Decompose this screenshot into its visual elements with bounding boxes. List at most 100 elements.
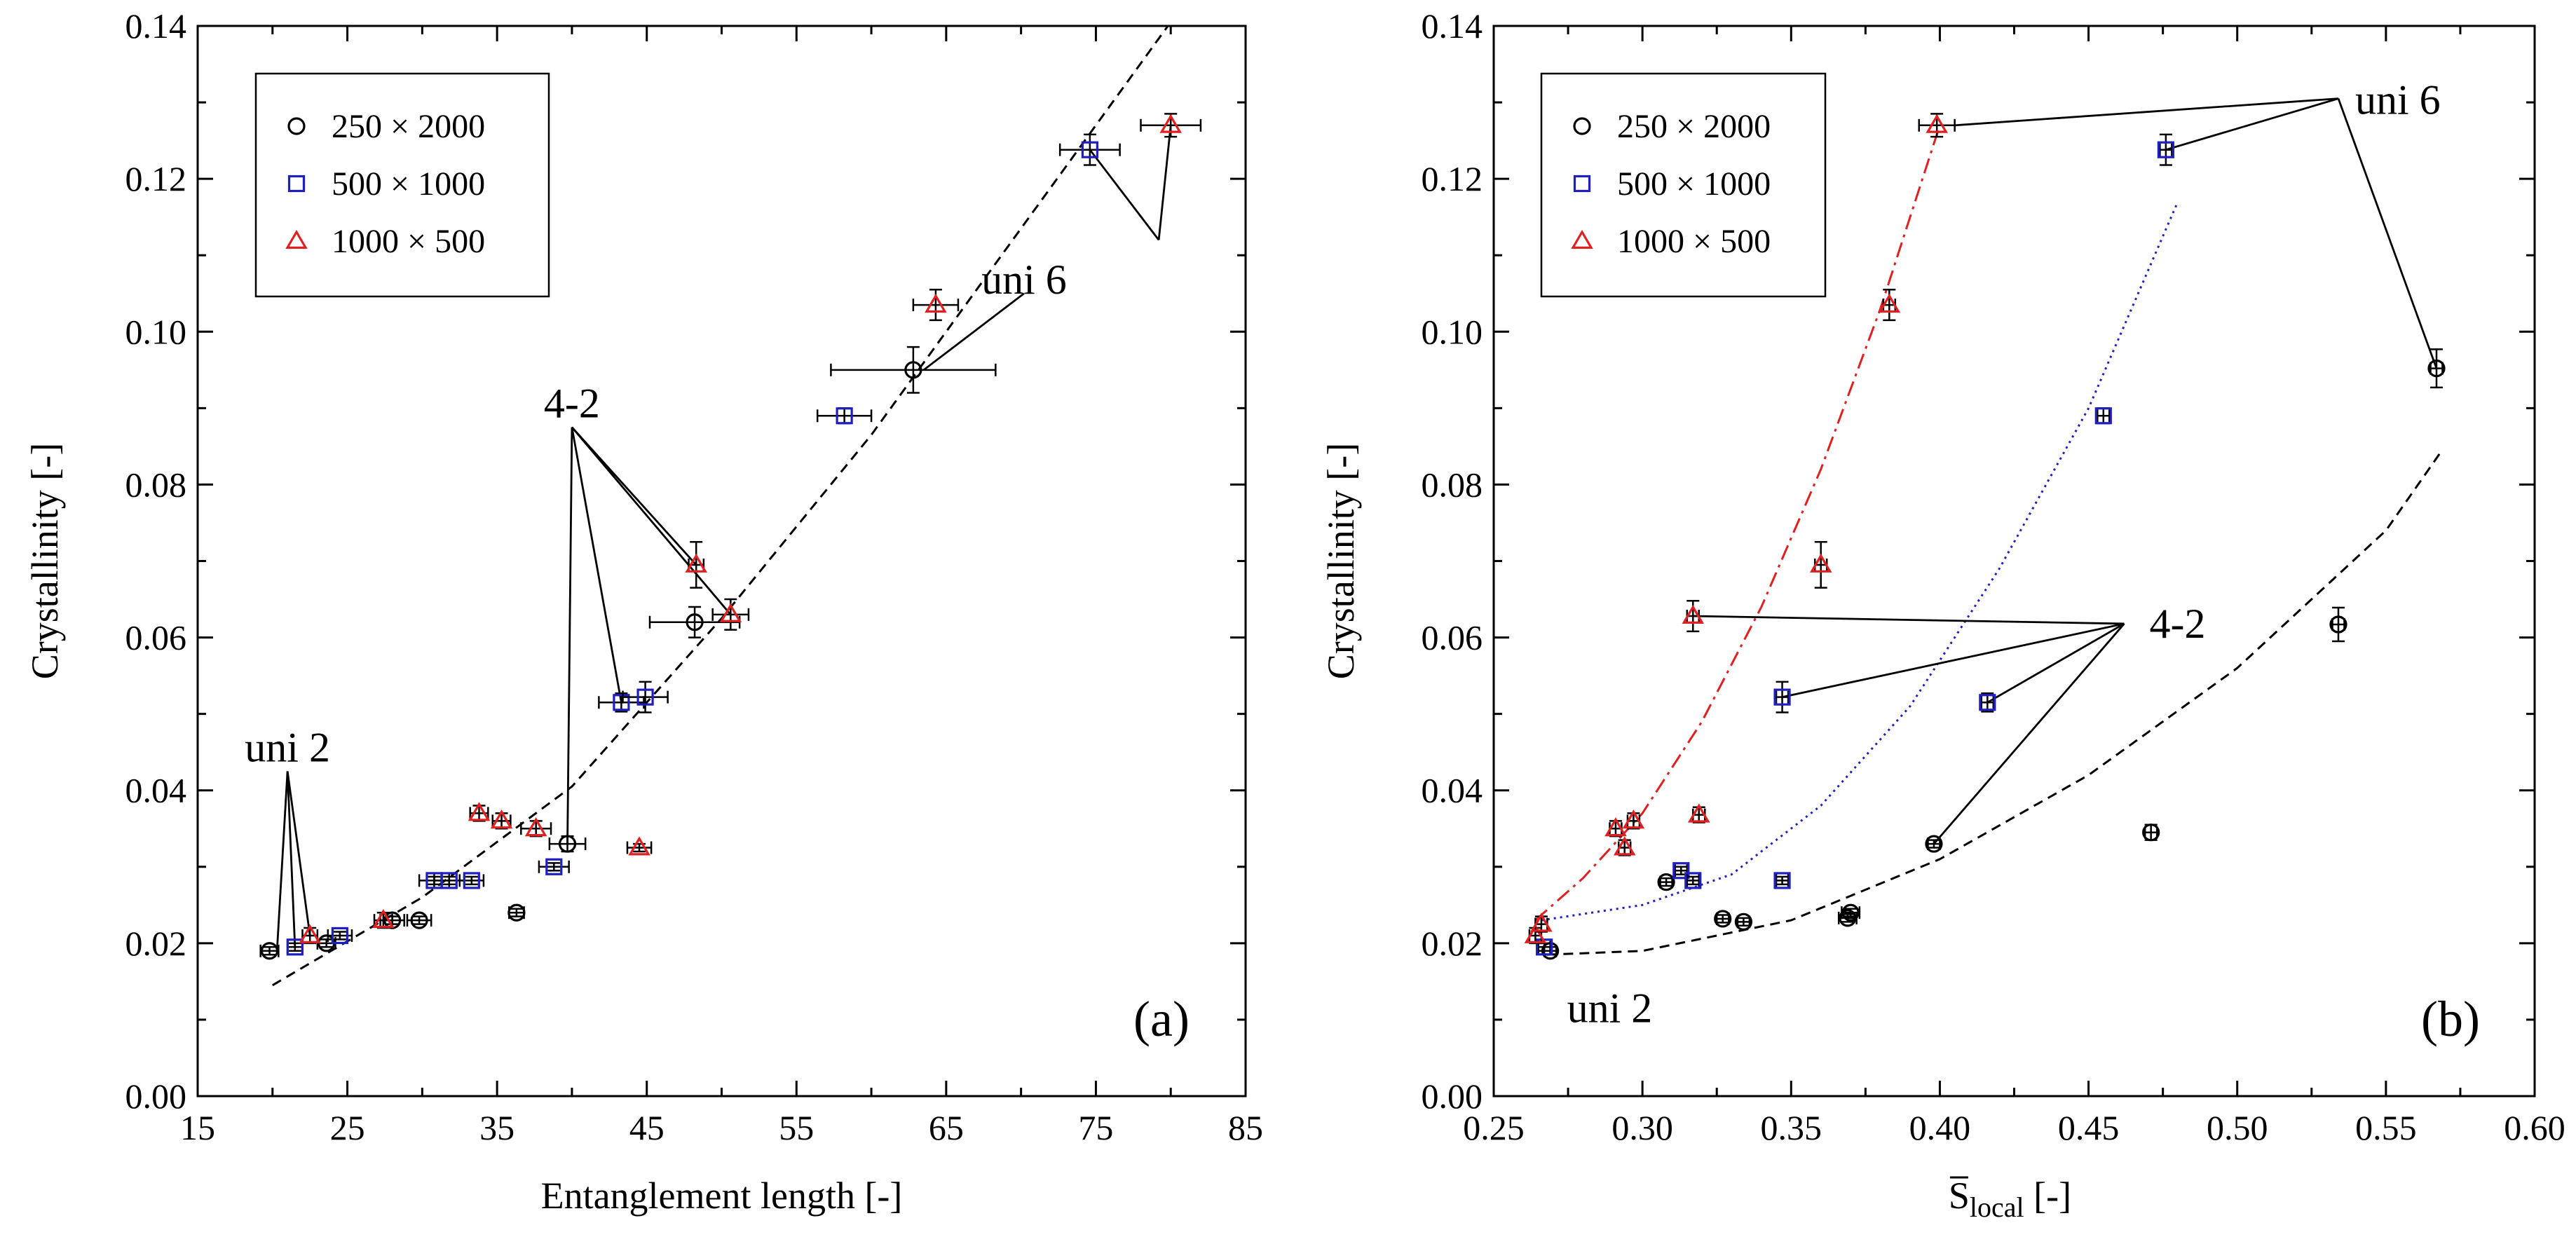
- data-point-square: [636, 688, 654, 706]
- legend-label: 1000 × 500: [332, 223, 485, 260]
- legend-label: 500 × 1000: [332, 165, 485, 203]
- legend-marker-square: [1573, 175, 1591, 193]
- data-point-circle: [904, 361, 922, 379]
- y-tick-label: 0.08: [1422, 465, 1483, 504]
- fit-curve-dashed: [1547, 453, 2441, 956]
- data-point-square: [1684, 872, 1702, 889]
- y-tick-label: 0.14: [1422, 6, 1483, 46]
- y-tick-label: 0.06: [125, 618, 187, 657]
- x-tick-label: 35: [479, 1108, 514, 1147]
- y-tick-label: 0.10: [1422, 312, 1483, 351]
- legend-marker-circle: [1573, 117, 1591, 135]
- data-point-triangle: [685, 553, 707, 573]
- y-tick-label: 0.02: [1422, 924, 1483, 963]
- x-tick-label: 55: [779, 1108, 814, 1147]
- annotation-leader-line: [275, 771, 289, 951]
- annotation-leader-line: [286, 771, 311, 936]
- y-tick-label: 0.14: [125, 6, 187, 46]
- annotation-label: 4-2: [2149, 601, 2205, 647]
- annotation-leader-line: [1157, 125, 1172, 240]
- x-tick-label: 45: [629, 1108, 665, 1147]
- data-point-circle: [1925, 835, 1943, 853]
- data-point-circle: [558, 835, 577, 853]
- x-tick-label: 0.60: [2504, 1108, 2565, 1147]
- data-point-triangle: [299, 924, 321, 943]
- y-axis-label: Crystallinity [-]: [1320, 443, 1362, 679]
- annotation-label: uni 6: [981, 257, 1067, 303]
- x-axis-label-subscript: local: [1970, 1191, 2024, 1223]
- x-tick-label: 0.30: [1611, 1108, 1673, 1147]
- annotation-label: 4-2: [544, 381, 600, 427]
- annotation-leader-line: [922, 292, 1025, 371]
- annotation-leader-line: [1089, 149, 1160, 241]
- y-tick-label: 0.12: [1422, 159, 1483, 198]
- data-point-square: [1081, 141, 1098, 158]
- y-tick-label: 0.06: [1422, 618, 1483, 657]
- series-triangle: [1524, 113, 1956, 945]
- x-axis-label-main: S: [1949, 1175, 1970, 1217]
- annotation-leader-line: [566, 427, 573, 845]
- data-point-square: [836, 407, 853, 425]
- data-point-square: [1773, 872, 1791, 889]
- data-point-square: [613, 694, 630, 711]
- legend-label: 250 × 2000: [1617, 108, 1771, 145]
- data-point-triangle: [1687, 803, 1710, 823]
- x-tick-label: 0.50: [2207, 1108, 2268, 1147]
- annotation-leader-line: [2337, 98, 2438, 369]
- data-point-square: [331, 927, 348, 945]
- annotation-leader-line: [1693, 615, 2125, 625]
- data-point-triangle: [628, 836, 650, 856]
- data-point-square: [545, 858, 563, 875]
- y-tick-label: 0.04: [1422, 771, 1483, 810]
- data-point-square: [1773, 688, 1791, 706]
- legend-marker-square: [287, 175, 306, 193]
- legend: 250 × 2000 500 × 1000 1000 × 500: [254, 72, 550, 298]
- data-point-square: [2157, 141, 2174, 158]
- data-point-circle: [2142, 823, 2160, 842]
- y-tick-label: 0.00: [125, 1076, 187, 1116]
- data-point-triangle: [1926, 114, 1948, 133]
- data-point-triangle: [719, 603, 742, 622]
- y-tick-label: 0.04: [125, 771, 187, 810]
- annotation-leader-line: [571, 426, 732, 615]
- data-point-circle: [260, 942, 279, 960]
- data-point-triangle: [1530, 912, 1553, 932]
- series-circle: [259, 346, 997, 960]
- chart-panel-b: 0.25 0.30 0.35 0.40 0.45 0.50 0.55 0.60 0.00 0.02…: [1320, 6, 2565, 1223]
- series-circle: [1541, 348, 2446, 960]
- data-point-square: [1979, 694, 1996, 711]
- data-point-circle: [1657, 873, 1675, 891]
- x-tick-label: 15: [180, 1108, 215, 1147]
- data-point-triangle: [524, 817, 547, 837]
- annotation-leader-line: [571, 427, 622, 703]
- y-tick-label: 0.12: [125, 159, 187, 198]
- annotation-label: uni 6: [2355, 77, 2441, 123]
- data-point-triangle: [1622, 809, 1645, 829]
- data-point-circle: [507, 903, 526, 922]
- legend: 250 × 2000 500 × 1000 1000 × 500: [1540, 72, 1827, 298]
- data-point-square: [2094, 407, 2112, 425]
- data-point-triangle: [1604, 817, 1627, 837]
- legend-marker-triangle: [285, 229, 308, 249]
- data-point-circle: [1841, 903, 1860, 922]
- y-tick-label: 0.00: [1422, 1076, 1483, 1116]
- annotation-leader-line: [1933, 623, 2125, 845]
- data-point-triangle: [1159, 114, 1182, 133]
- data-point-triangle: [1524, 924, 1547, 943]
- x-tick-label: 0.55: [2355, 1108, 2417, 1147]
- data-point-circle: [1714, 910, 1732, 928]
- y-tick-label: 0.10: [125, 312, 187, 351]
- x-axis-label: Entanglement length [-]: [541, 1175, 903, 1217]
- y-axis-label: Crystallinity [-]: [24, 443, 66, 679]
- x-tick-label: 25: [330, 1108, 365, 1147]
- legend-label: 1000 × 500: [1617, 223, 1771, 260]
- x-tick-label: 0.25: [1463, 1108, 1525, 1147]
- x-tick-label: 65: [929, 1108, 964, 1147]
- data-point-square: [440, 872, 458, 889]
- data-point-triangle: [372, 908, 395, 929]
- y-tick-label: 0.02: [125, 924, 187, 963]
- annotation-label: uni 2: [245, 724, 330, 770]
- x-axis-label-unit: [-]: [2024, 1175, 2071, 1217]
- x-axis-label: Slocal [-]: [1949, 1175, 2071, 1223]
